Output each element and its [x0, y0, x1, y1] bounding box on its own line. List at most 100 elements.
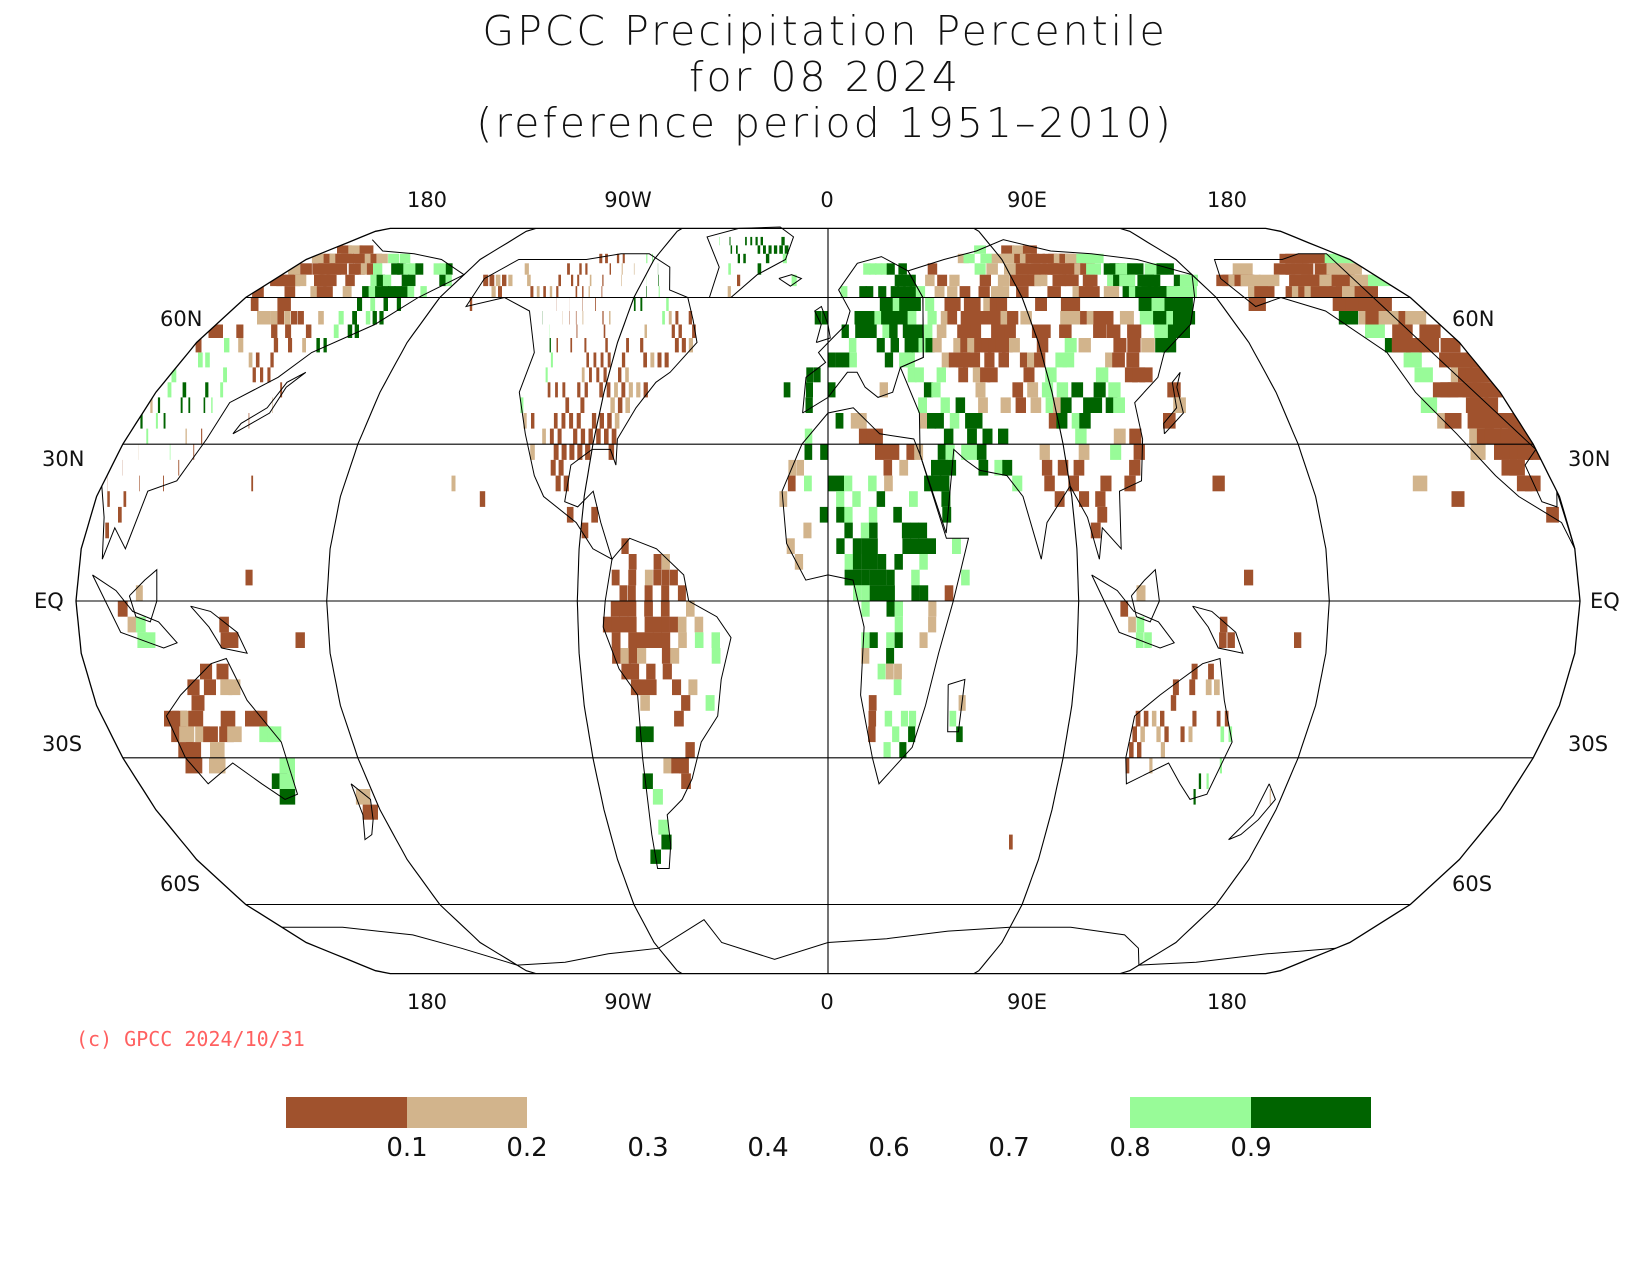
percentile-cell [886, 585, 895, 601]
percentile-cell [674, 710, 684, 727]
percentile-cell [531, 413, 535, 429]
percentile-cell [586, 352, 589, 368]
percentile-cell [365, 311, 371, 325]
colorbar-tick-0.4: 0.4 [747, 1133, 789, 1163]
percentile-cell [1291, 263, 1314, 275]
percentile-cell [352, 311, 357, 325]
percentile-cell [612, 648, 622, 664]
percentile-cell [1041, 459, 1053, 476]
percentile-cell [205, 352, 210, 368]
percentile-cell [483, 274, 489, 287]
percentile-cell [661, 569, 670, 586]
percentile-cell [1365, 324, 1385, 338]
percentile-cell [711, 648, 721, 664]
percentile-cell [858, 428, 868, 445]
percentile-cell [1108, 382, 1121, 398]
percentile-cell [324, 263, 336, 275]
percentile-cell [415, 263, 424, 275]
percentile-cell [558, 274, 561, 287]
percentile-cell [1227, 632, 1235, 648]
percentile-cell [644, 616, 654, 633]
percentile-cell [1338, 311, 1359, 325]
percentile-cell [1162, 338, 1177, 353]
lat-label-right-60n: 60N [1452, 307, 1494, 331]
percentile-cell [1035, 297, 1047, 311]
percentile-cell [1105, 397, 1118, 413]
percentile-cell [1120, 601, 1129, 617]
percentile-cell [388, 253, 400, 264]
percentile-cell [209, 757, 226, 774]
percentile-cell [1174, 324, 1190, 338]
percentile-cell [611, 428, 617, 445]
percentile-cell [1354, 286, 1378, 298]
percentile-cell [348, 263, 359, 275]
percentile-cell [610, 397, 615, 413]
percentile-cell [381, 286, 390, 298]
percentile-cell [983, 297, 994, 311]
percentile-cell [928, 616, 937, 633]
percentile-cell [963, 324, 975, 338]
percentile-cell [163, 475, 164, 492]
percentile-cell [580, 428, 586, 445]
percentile-cell [545, 367, 548, 383]
percentile-cell [662, 663, 672, 680]
percentile-cell [893, 506, 902, 523]
percentile-cell [949, 710, 957, 727]
percentile-cell [1031, 324, 1044, 338]
percentile-cell [1219, 616, 1228, 633]
percentile-cell [967, 338, 978, 353]
percentile-cell [901, 311, 910, 325]
percentile-cell [272, 397, 273, 413]
percentile-cell [938, 459, 949, 476]
percentile-cell [250, 297, 259, 311]
percentile-cell [1219, 632, 1227, 648]
percentile-cell [998, 352, 1009, 368]
percentile-cell [589, 367, 592, 383]
percentile-cell [894, 663, 902, 680]
percentile-cell [991, 324, 1002, 338]
percentile-cell [127, 616, 138, 633]
lat-label-right-30s: 30S [1568, 732, 1608, 756]
percentile-cell [879, 297, 888, 311]
percentile-cell [469, 297, 473, 311]
percentile-cell [542, 428, 546, 445]
percentile-cell [320, 274, 331, 287]
percentile-cell [1160, 710, 1165, 727]
percentile-cell [388, 286, 396, 298]
percentile-cell [451, 475, 456, 492]
percentile-cell [941, 491, 951, 507]
percentile-cell [887, 311, 896, 325]
percentile-cell [1139, 367, 1153, 383]
percentile-cell [1053, 397, 1064, 413]
percentile-cell [858, 413, 867, 429]
percentile-cell [1039, 444, 1050, 460]
percentile-cell [1057, 459, 1069, 476]
percentile-cell [940, 397, 950, 413]
percentile-cell [1103, 286, 1120, 298]
percentile-cell [875, 444, 884, 460]
percentile-cell [316, 286, 327, 298]
percentile-cell [661, 648, 671, 664]
percentile-cell [859, 286, 867, 298]
percentile-cell [1330, 253, 1356, 264]
percentile-cell [1206, 773, 1209, 789]
percentile-cell [216, 663, 229, 680]
percentile-cell [383, 297, 388, 311]
percentile-cell [1135, 710, 1141, 727]
percentile-cell [407, 286, 415, 298]
percentile-cell [379, 311, 384, 325]
percentile-cell [688, 679, 698, 696]
percentile-cell [1392, 324, 1413, 338]
percentile-cell [625, 367, 629, 383]
percentile-cell [549, 338, 551, 353]
percentile-cell [1030, 397, 1042, 413]
percentile-cell [907, 311, 917, 325]
percentile-cell [961, 444, 971, 460]
percentile-cell [355, 789, 371, 805]
percentile-cell [765, 253, 770, 264]
percentile-cell [1465, 397, 1483, 413]
percentile-cell [636, 382, 641, 398]
percentile-cell [1224, 710, 1229, 727]
percentile-cell [976, 444, 987, 460]
percentile-cell [1484, 428, 1502, 445]
